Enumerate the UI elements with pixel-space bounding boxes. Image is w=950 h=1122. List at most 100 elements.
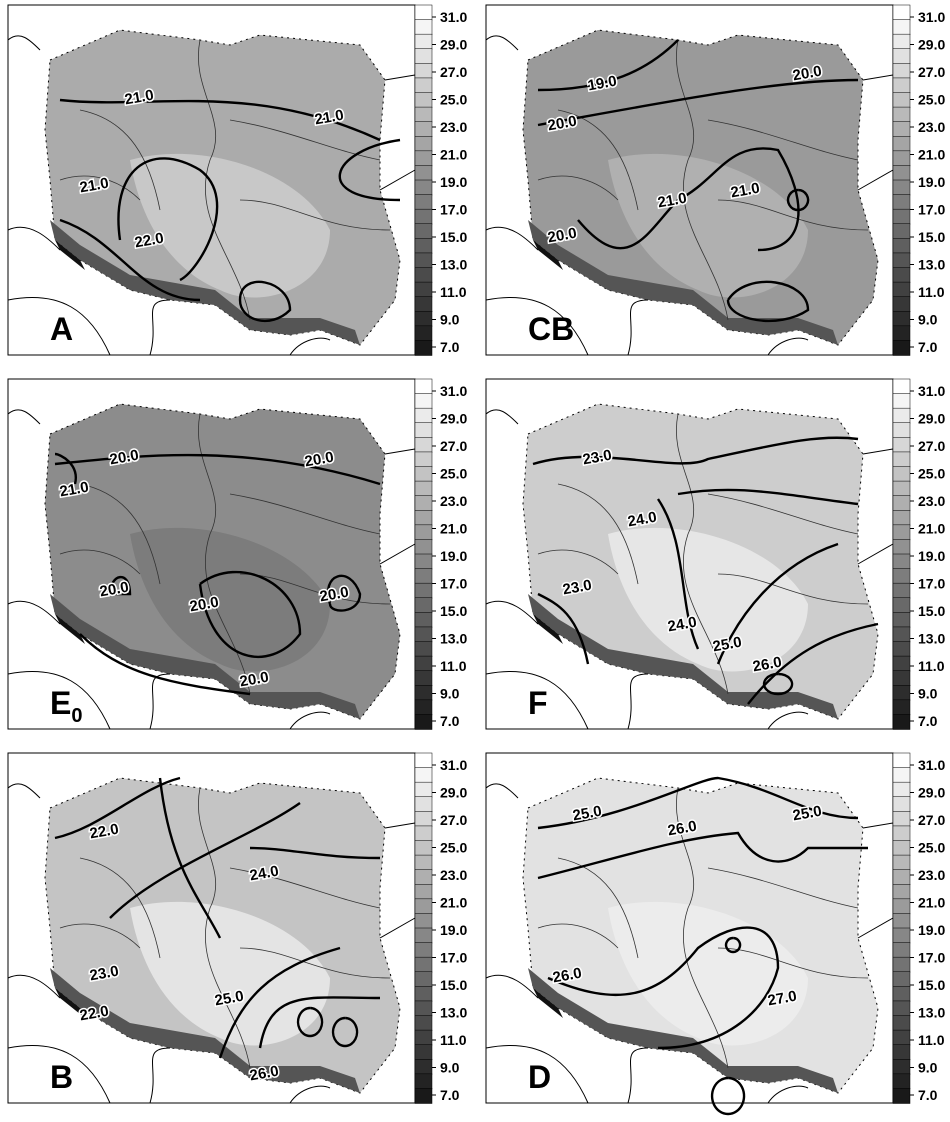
legend-band bbox=[414, 1073, 433, 1090]
legend-label: 7.0 bbox=[918, 339, 938, 355]
contour-line bbox=[710, 1076, 746, 1116]
legend-band bbox=[892, 393, 911, 409]
legend-band bbox=[414, 612, 433, 628]
border-lines bbox=[7, 35, 416, 356]
mountain-peak bbox=[55, 614, 85, 644]
legend-band bbox=[414, 208, 433, 225]
panel-label: B bbox=[50, 1059, 73, 1095]
legend-band bbox=[414, 655, 433, 672]
legend-band bbox=[414, 33, 433, 50]
legend-band bbox=[892, 597, 911, 614]
legend-band bbox=[892, 825, 911, 842]
panel-label-subscript: 0 bbox=[71, 705, 82, 727]
legend-band bbox=[414, 582, 433, 599]
legend-label: 23.0 bbox=[440, 119, 467, 135]
legend-label: 27.0 bbox=[918, 812, 945, 828]
contour-line bbox=[747, 622, 879, 705]
legend-band bbox=[414, 422, 433, 439]
legend-label: 13.0 bbox=[440, 1005, 467, 1021]
legend-band bbox=[892, 1044, 911, 1060]
legend-band bbox=[892, 1029, 911, 1046]
contour-line bbox=[726, 280, 810, 323]
legend-label: 29.0 bbox=[440, 411, 467, 427]
legend-band bbox=[892, 480, 911, 497]
legend-label: 15.0 bbox=[918, 977, 945, 993]
legend-band bbox=[892, 1015, 911, 1031]
legend-band bbox=[892, 1000, 911, 1017]
legend-band bbox=[892, 641, 911, 657]
contour-line bbox=[724, 936, 742, 954]
legend-band bbox=[414, 553, 433, 570]
legend-band bbox=[414, 311, 433, 327]
contour-line bbox=[59, 218, 201, 302]
legend-band bbox=[892, 179, 911, 196]
legend-band bbox=[414, 223, 433, 240]
legend-band bbox=[414, 179, 433, 196]
legend-label: 13.0 bbox=[918, 631, 945, 647]
legend-band bbox=[414, 378, 433, 395]
contour-line bbox=[762, 672, 794, 696]
legend-band bbox=[892, 121, 911, 137]
legend-band bbox=[892, 942, 911, 958]
legend-band bbox=[414, 267, 433, 283]
legend-band bbox=[414, 796, 433, 813]
legend-label: 11.0 bbox=[440, 658, 467, 674]
mountain-band bbox=[528, 594, 838, 719]
legend-band bbox=[892, 699, 911, 716]
legend-label: 7.0 bbox=[918, 1087, 938, 1103]
legend-band bbox=[414, 495, 433, 511]
legend-label: 9.0 bbox=[918, 686, 938, 702]
legend-band bbox=[414, 296, 433, 312]
legend-band bbox=[892, 524, 911, 541]
legend-band bbox=[892, 714, 911, 730]
legend-label: 11.0 bbox=[918, 1032, 945, 1048]
legend-band bbox=[892, 340, 911, 356]
legend-band bbox=[414, 699, 433, 716]
contour-line bbox=[331, 1016, 359, 1048]
legend-label: 31.0 bbox=[440, 9, 467, 25]
legend-band bbox=[892, 437, 911, 453]
legend-band bbox=[414, 136, 433, 152]
map-panel: 23.024.023.024.025.026.0F31.029.027.025.… bbox=[485, 378, 945, 730]
legend-label: 19.0 bbox=[918, 922, 945, 938]
map-panel: 25.0 25.026.026.027.0D31.029.027.025.023.… bbox=[485, 752, 945, 1116]
contour-line bbox=[537, 78, 859, 127]
legend-label: 25.0 bbox=[440, 466, 467, 482]
mountain-band bbox=[528, 968, 838, 1093]
legend-band bbox=[414, 597, 433, 614]
legend-label: 21.0 bbox=[918, 521, 945, 537]
legend-band bbox=[414, 942, 433, 958]
contour-line bbox=[108, 575, 132, 596]
legend-label: 29.0 bbox=[918, 37, 945, 53]
legend-label: 19.0 bbox=[918, 548, 945, 564]
legend-label: 17.0 bbox=[918, 202, 945, 218]
legend-band bbox=[414, 325, 433, 342]
contour-line bbox=[109, 802, 301, 919]
contour-label: 21.0 bbox=[313, 107, 345, 129]
legend-band bbox=[414, 825, 433, 842]
border-lines bbox=[485, 35, 894, 356]
legend-band bbox=[414, 670, 433, 686]
legend-label: 15.0 bbox=[918, 229, 945, 245]
legend-band bbox=[892, 1073, 911, 1090]
rivers bbox=[537, 413, 869, 695]
rivers bbox=[59, 39, 391, 321]
legend-band bbox=[414, 1000, 433, 1017]
legend-label: 25.0 bbox=[440, 840, 467, 856]
legend-label: 27.0 bbox=[918, 438, 945, 454]
legend-band bbox=[892, 568, 911, 584]
legend-band bbox=[892, 106, 911, 123]
legend-band bbox=[892, 553, 911, 570]
legend-band bbox=[892, 898, 911, 915]
legend-label: 17.0 bbox=[918, 576, 945, 592]
legend-band bbox=[414, 48, 433, 65]
legend-label: 9.0 bbox=[440, 312, 460, 328]
border-lines bbox=[485, 409, 894, 730]
mountain-peak bbox=[55, 240, 85, 270]
map-panel: 20.0 20.021.020.020.0 20.020.0E031.029.027… bbox=[7, 378, 467, 730]
legend-band bbox=[892, 539, 911, 555]
legend-band bbox=[414, 840, 433, 856]
legend-band bbox=[414, 626, 433, 643]
legend-label: 27.0 bbox=[440, 812, 467, 828]
